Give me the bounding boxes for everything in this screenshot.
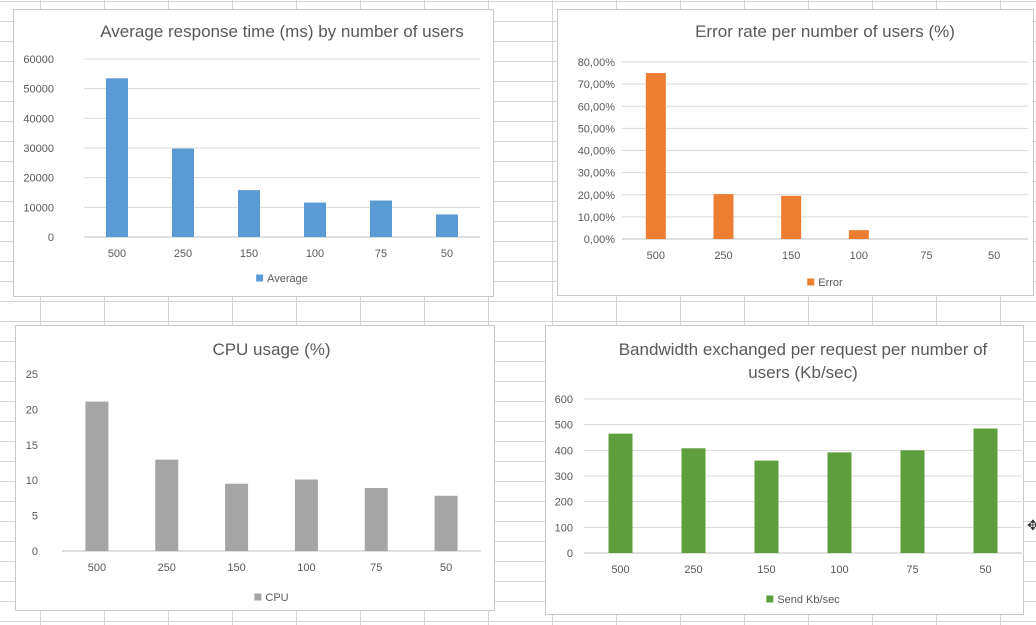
legend-label: Send Kb/sec [777,594,840,606]
x-tick-label: 100 [850,250,868,262]
chart-error-rate: Error rate per number of users (%) 0,00% 1… [578,22,1028,289]
x-tick-label: 75 [375,248,387,260]
y-tick-label: 10 [26,475,38,487]
x-tick-label: 100 [306,248,324,260]
y-tick-label: 20000 [23,173,54,185]
x-tick-label: 100 [297,562,315,574]
bar-100[interactable] [827,452,852,553]
legend-label: Error [818,277,843,289]
y-tick-label: 80,00% [578,57,616,69]
y-tick-label: 30000 [23,143,54,155]
bar-75[interactable] [370,200,392,237]
y-tick-label: 0 [32,546,38,558]
legend-swatch [256,274,264,282]
bar-500[interactable] [645,73,666,239]
x-tick-label: 150 [757,564,775,576]
y-tick-label: 60000 [23,54,54,66]
bar-500[interactable] [608,433,633,553]
y-tick-label: 30,00% [578,168,616,180]
y-tick-label: 70,00% [578,79,616,91]
bar-250[interactable] [172,148,194,237]
legend-label: Average [267,273,308,285]
y-tick-label: 500 [555,420,573,432]
chart-title: Bandwidth exchanged per request per numb… [619,340,988,359]
x-tick-label: 250 [174,248,192,260]
bar-100[interactable] [848,230,869,239]
chart-title: users (Kb/sec) [748,363,858,382]
y-tick-label: 300 [555,471,573,483]
y-tick-label: 50,00% [578,123,616,135]
chart-response-time: Average response time (ms) by number of … [23,22,480,285]
bar-250[interactable] [713,194,734,239]
chart-panel-cpu-usage[interactable]: CPU usage (%) 0 5 10 15 20 25 500 250 150 100 75 50 C… [15,325,495,611]
x-tick-label: 500 [611,564,629,576]
y-tick-label: 20,00% [578,190,616,202]
x-tick-label: 50 [441,248,453,260]
bar-150[interactable] [238,190,260,237]
chart-cpu-usage: CPU usage (%) 0 5 10 15 20 25 500 250 150 100 75 50 C… [26,340,481,604]
bar-75[interactable] [900,450,925,553]
x-tick-label: 50 [440,562,452,574]
y-tick-label: 40,00% [578,146,616,158]
y-tick-label: 600 [555,394,573,406]
bar-500[interactable] [85,401,109,551]
x-tick-label: 500 [647,250,665,262]
bar-150[interactable] [225,483,249,551]
bar-250[interactable] [681,448,706,553]
y-tick-label: 20 [26,404,38,416]
legend-swatch [766,595,774,603]
x-tick-label: 500 [108,248,126,260]
bar-150[interactable] [754,460,779,553]
chart-bandwidth: Bandwidth exchanged per request per numb… [555,340,1022,606]
y-tick-label: 10000 [23,202,54,214]
chart-title: CPU usage (%) [212,340,330,359]
y-tick-label: 100 [555,522,573,534]
x-tick-label: 150 [240,248,258,260]
chart-title: Error rate per number of users (%) [695,22,955,41]
bar-250[interactable] [155,459,179,551]
bar-50[interactable] [434,495,458,551]
y-tick-label: 15 [26,440,38,452]
y-tick-label: 25 [26,369,38,381]
y-tick-label: 60,00% [578,101,616,113]
y-tick-label: 40000 [23,113,54,125]
x-tick-label: 500 [88,562,106,574]
legend-swatch [807,278,815,286]
y-tick-label: 5 [32,511,38,523]
bar-50[interactable] [973,428,998,553]
chart-title: Average response time (ms) by number of … [100,22,463,41]
y-tick-label: 0 [48,232,54,244]
legend-swatch [254,593,262,601]
x-tick-label: 75 [906,564,918,576]
bar-500[interactable] [106,78,128,238]
chart-panel-error-rate[interactable]: Error rate per number of users (%) 0,00% 1… [557,9,1034,296]
x-tick-label: 150 [782,250,800,262]
x-tick-label: 50 [988,250,1000,262]
move-cursor-icon: ✥ [1027,518,1036,534]
y-tick-label: 400 [555,445,573,457]
bar-50[interactable] [436,214,458,237]
x-tick-label: 250 [714,250,732,262]
x-tick-label: 150 [227,562,245,574]
x-tick-label: 75 [370,562,382,574]
chart-panel-bandwidth[interactable]: Bandwidth exchanged per request per numb… [545,325,1024,615]
y-tick-label: 0,00% [584,234,615,246]
bar-150[interactable] [781,195,802,239]
bar-75[interactable] [364,487,388,551]
x-tick-label: 50 [979,564,991,576]
x-tick-label: 250 [684,564,702,576]
y-tick-label: 200 [555,497,573,509]
x-tick-label: 100 [830,564,848,576]
bar-100[interactable] [304,202,326,237]
y-tick-label: 10,00% [578,212,616,224]
y-tick-label: 0 [567,548,573,560]
chart-panel-response-time[interactable]: Average response time (ms) by number of … [13,9,494,297]
x-tick-label: 75 [920,250,932,262]
bar-100[interactable] [294,479,318,551]
legend-label: CPU [265,592,288,604]
x-tick-label: 250 [158,562,176,574]
y-tick-label: 50000 [23,84,54,96]
